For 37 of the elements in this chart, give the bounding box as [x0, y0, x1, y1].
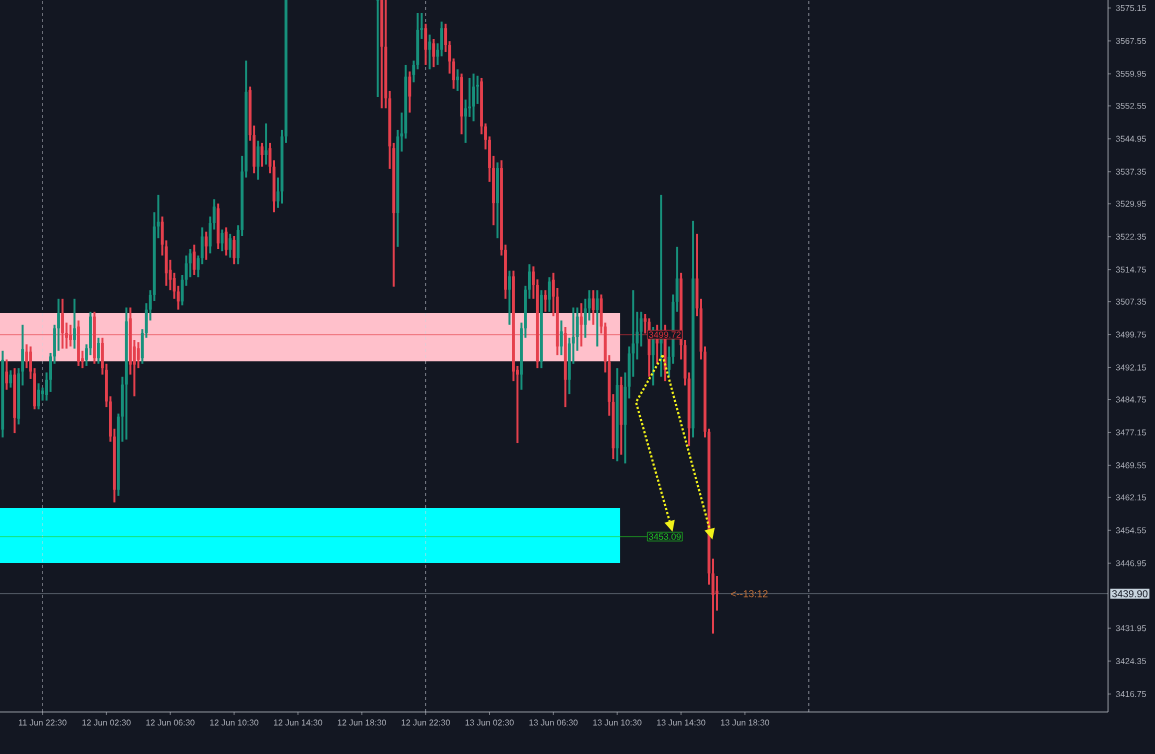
- x-tick-label: 13 Jun 18:30: [720, 719, 770, 726]
- y-tick-label: 3529.95: [1115, 200, 1146, 207]
- y-tick-label: 3469.55: [1115, 462, 1146, 469]
- x-tick-label: 13 Jun 14:30: [657, 719, 706, 726]
- ref-line-label: 3453.09: [648, 533, 681, 540]
- x-tick-label: 12 Jun 22:30: [401, 719, 450, 726]
- x-tick-label: 13 Jun 06:30: [529, 719, 578, 726]
- y-tick-label: 3544.95: [1115, 135, 1146, 142]
- y-tick-label: 3499.75: [1115, 331, 1146, 338]
- y-tick-label: 3559.95: [1115, 70, 1146, 77]
- ref-line-label: 3499.72: [648, 331, 681, 338]
- y-tick-label: 3431.95: [1115, 625, 1146, 632]
- y-tick-label: 3424.35: [1115, 658, 1146, 665]
- y-tick-label: 3446.95: [1115, 560, 1146, 567]
- y-tick-label: 3416.75: [1115, 691, 1146, 698]
- x-tick-label: 12 Jun 10:30: [210, 719, 259, 726]
- x-tick-label: 12 Jun 06:30: [146, 719, 195, 726]
- x-tick-label: 13 Jun 02:30: [465, 719, 514, 726]
- y-tick-label: 3575.15: [1115, 5, 1146, 12]
- ref-line-label: 3439.90: [1112, 590, 1148, 598]
- y-tick-label: 3567.55: [1115, 37, 1146, 44]
- y-tick-label: 3484.75: [1115, 396, 1146, 403]
- x-tick-label: 12 Jun 14:30: [274, 719, 323, 726]
- y-tick-label: 3454.55: [1115, 527, 1146, 534]
- y-tick-label: 3522.35: [1115, 233, 1146, 240]
- y-tick-label: 3492.15: [1115, 364, 1146, 371]
- y-tick-label: 3537.35: [1115, 168, 1146, 175]
- x-tick-label: 13 Jun 10:30: [593, 719, 642, 726]
- annotation: <--13:12: [731, 590, 768, 598]
- x-tick-label: 12 Jun 18:30: [337, 719, 387, 726]
- y-tick-label: 3507.35: [1115, 298, 1146, 305]
- y-tick-label: 3462.15: [1115, 494, 1146, 501]
- y-tick-label: 3477.15: [1115, 429, 1146, 436]
- y-tick-label: 3552.55: [1115, 102, 1146, 109]
- y-tick-label: 3514.75: [1115, 266, 1146, 273]
- x-tick-label: 12 Jun 02:30: [82, 719, 131, 726]
- x-tick-label: 11 Jun 22:30: [18, 719, 67, 726]
